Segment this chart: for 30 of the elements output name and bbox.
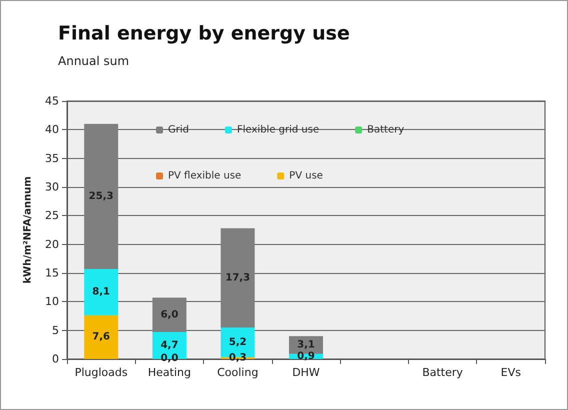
chart-title: Final energy by energy use xyxy=(58,22,350,44)
y-tick-label: 30 xyxy=(45,180,59,194)
x-tick-label: Heating xyxy=(148,366,191,379)
chart-subtitle: Annual sum xyxy=(58,54,130,68)
y-tick-label: 15 xyxy=(45,266,59,280)
data-label: 17,3 xyxy=(225,272,250,284)
data-label: 8,1 xyxy=(92,286,110,298)
x-tick-label: Battery xyxy=(422,366,464,379)
x-tick-label: DHW xyxy=(292,366,320,379)
y-tick-label: 0 xyxy=(52,352,59,366)
data-label: 3,1 xyxy=(297,339,315,350)
y-tick-label: 35 xyxy=(45,152,59,165)
data-label: 7,6 xyxy=(92,332,110,343)
data-label: 4,7 xyxy=(160,340,178,352)
y-tick-label: 40 xyxy=(45,123,59,136)
x-tick-label: Plugloads xyxy=(74,366,128,379)
y-tick-label: 5 xyxy=(52,324,59,337)
data-label: 25,3 xyxy=(88,190,114,202)
data-label: 5,2 xyxy=(228,336,247,348)
legend-label: PV flexible use xyxy=(168,170,242,182)
y-tick-label: 20 xyxy=(45,238,59,251)
data-label: 0,3 xyxy=(228,352,247,364)
y-tick-label: 10 xyxy=(45,295,59,308)
y-tick-label: 25 xyxy=(45,209,59,222)
y-tick-label: 45 xyxy=(45,94,59,108)
y-axis-title: kWh/m²NFA/annum xyxy=(22,176,34,284)
x-tick-label: Cooling xyxy=(217,366,258,379)
legend-label: PV use xyxy=(289,170,323,182)
data-label: 6,0 xyxy=(160,309,178,320)
x-tick-label: EVs xyxy=(500,366,522,379)
